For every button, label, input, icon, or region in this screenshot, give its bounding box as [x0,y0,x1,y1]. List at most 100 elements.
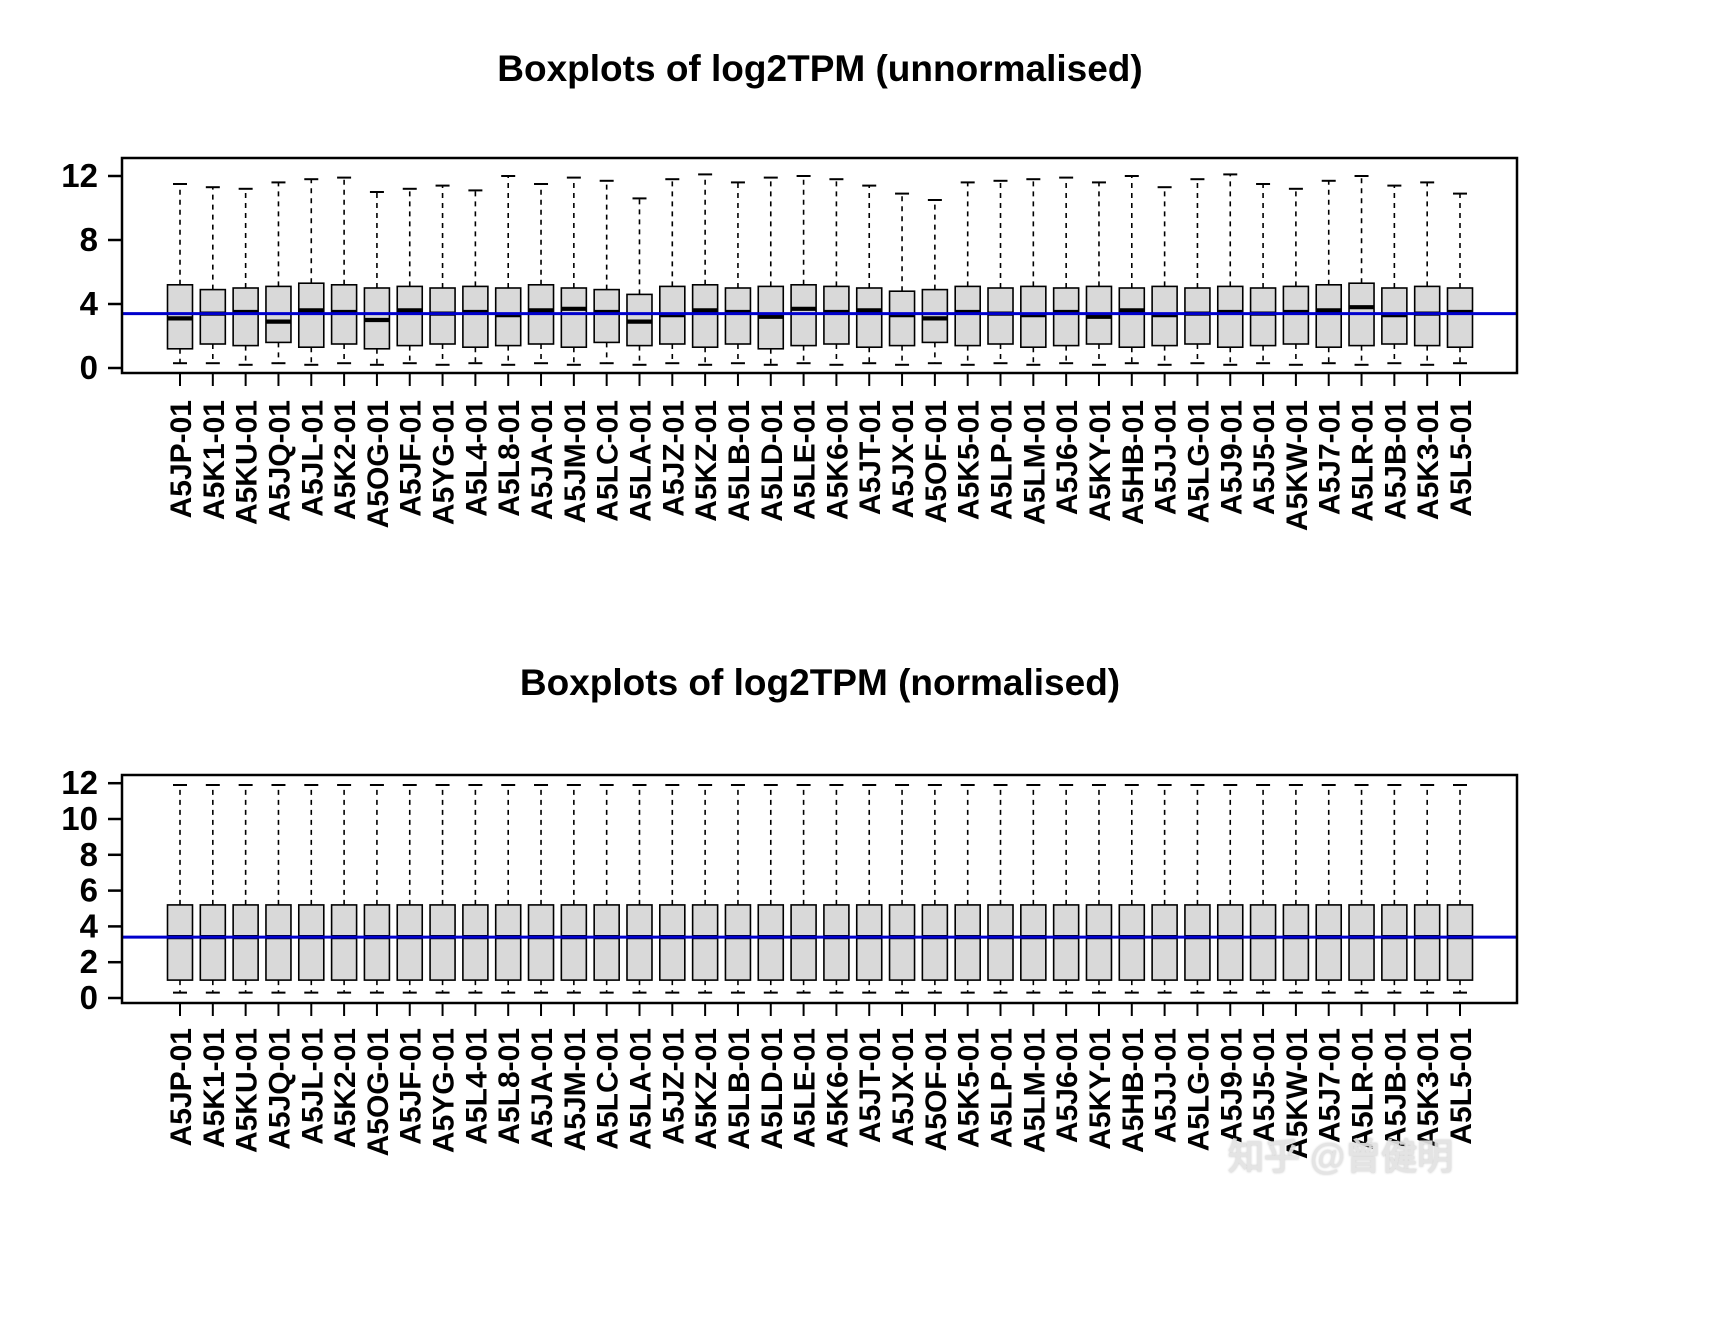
boxplot: A5L5-01 [1445,192,1478,517]
x-axis-label: A5KW-01 [1281,400,1314,531]
boxplot: A5J6-01 [1051,783,1084,1143]
y-axis-tick-label: 12 [61,764,98,801]
boxplot-chart-0: 0 4 8 12 A5JP-01 A5K1-01 A5KU-01 A5JQ-01 A5JL-01… [61,156,1519,531]
x-axis-label: A5JZ-01 [657,400,690,517]
box-iqr [888,904,916,981]
boxplot: A5JT-01 [854,184,887,515]
x-axis-label: A5J6-01 [1051,1028,1084,1143]
boxplot: A5LC-01 [592,783,625,1150]
box-iqr [560,287,588,349]
box-iqr [1216,285,1244,348]
boxplot: A5JZ-01 [657,783,690,1145]
box-iqr [363,904,391,981]
boxplot: A5JJ-01 [1150,783,1183,1143]
box-iqr [429,287,456,345]
x-axis-label: A5LC-01 [592,400,625,522]
box-iqr [330,904,358,981]
x-axis-label: A5KZ-01 [690,400,723,522]
box-iqr [1381,904,1408,981]
chart-title-normalised: Boxplots of log2TPM (normalised) [519,662,1121,703]
boxplot: A5LM-01 [1018,783,1051,1153]
x-axis-label: A5JQ-01 [263,1028,296,1150]
box-iqr [396,904,424,981]
x-axis-label: A5KU-01 [231,1028,264,1153]
x-axis-label: A5JB-01 [1379,1028,1412,1148]
boxplot: A5OG-01 [362,191,395,528]
box-iqr [855,904,883,981]
boxplot: A5J6-01 [1051,176,1084,515]
x-axis-label: A5JB-01 [1379,400,1412,520]
x-axis-label: A5JP-01 [165,1028,198,1146]
x-axis-label: A5KU-01 [231,400,264,525]
x-axis-label: A5JX-01 [887,1028,920,1146]
x-axis-label: A5K6-01 [821,400,854,520]
x-axis-label: A5L5-01 [1445,400,1478,517]
boxplot: A5LB-01 [723,181,756,522]
x-axis-label: A5LD-01 [756,400,789,522]
y-axis-tick-label: 4 [80,907,99,944]
box-iqr [1184,287,1211,345]
x-axis-label: A5YG-01 [428,400,461,525]
boxplot: A5K3-01 [1412,783,1445,1148]
box-iqr [921,904,949,981]
box-iqr [724,287,752,345]
boxplot: A5KU-01 [231,187,264,525]
x-axis-label: A5L4-01 [460,1028,493,1145]
x-axis-label: A5J7-01 [1314,400,1347,515]
boxplot: A5LE-01 [789,783,822,1148]
box-iqr [297,904,325,981]
x-axis-label: A5LG-01 [1182,1028,1215,1151]
box-iqr [297,282,325,349]
x-axis-label: A5OF-01 [920,1028,953,1151]
x-axis-label: A5J9-01 [1215,400,1248,515]
boxplot: A5JB-01 [1379,184,1412,520]
boxplot: A5JP-01 [165,183,198,518]
boxplot: A5L4-01 [460,783,493,1145]
boxplot: A5LB-01 [723,783,756,1150]
box-iqr [593,904,620,981]
boxplot: A5JJ-01 [1150,186,1183,515]
x-axis-label: A5L8-01 [493,400,526,517]
boxplot: A5K2-01 [329,176,362,520]
x-axis-label: A5LA-01 [624,400,657,522]
box-iqr [232,287,259,347]
boxplot: A5OF-01 [920,199,953,523]
boxplot: A5J7-01 [1314,179,1347,515]
box-iqr [1413,904,1441,981]
boxplot: A5JM-01 [559,783,592,1151]
box-iqr [1216,904,1244,981]
x-axis-label: A5JZ-01 [657,1028,690,1145]
box-iqr [626,904,653,981]
x-axis-label: A5LP-01 [986,1028,1019,1148]
box-iqr [1315,283,1343,348]
box-iqr [1184,904,1211,981]
x-axis-label: A5LP-01 [986,400,1019,520]
box-iqr [527,904,555,981]
boxplot: A5K2-01 [329,783,362,1148]
x-axis-label: A5J9-01 [1215,1028,1248,1143]
box-iqr [265,904,292,981]
box-iqr [1315,904,1343,981]
box-iqr [396,285,424,347]
x-axis-label: A5K1-01 [198,400,231,520]
x-axis-label: A5LB-01 [723,1028,756,1150]
box-iqr [462,285,489,348]
boxplot: A5JQ-01 [263,181,296,522]
boxplot: A5JQ-01 [263,783,296,1150]
x-axis-label: A5LG-01 [1182,400,1215,523]
x-axis-label: A5JL-01 [296,1028,329,1145]
x-axis-label: A5J5-01 [1248,1028,1281,1143]
x-axis-label: A5K1-01 [198,1028,231,1148]
x-axis-label: A5LA-01 [624,1028,657,1150]
boxplot: A5LG-01 [1182,178,1215,523]
x-axis-label: A5OF-01 [920,400,953,523]
boxplot: A5K1-01 [198,186,231,520]
x-axis-label: A5LE-01 [789,1028,822,1148]
y-axis-tick-label: 0 [80,349,98,386]
boxplot: A5JX-01 [887,192,920,518]
box-iqr [691,904,719,981]
y-axis-tick-label: 0 [80,979,98,1016]
boxplot: A5LP-01 [986,179,1019,520]
x-axis-label: A5YG-01 [428,1028,461,1153]
box-iqr [954,285,981,347]
